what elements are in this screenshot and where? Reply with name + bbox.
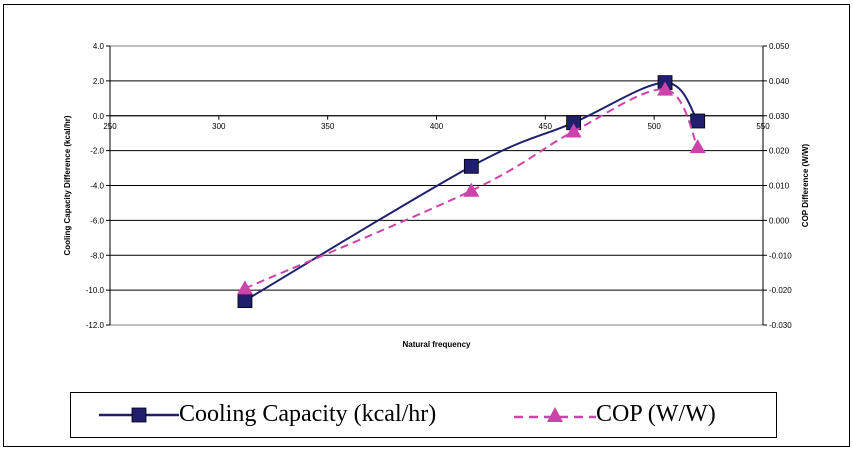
y-tick-label: 2.0: [93, 77, 105, 86]
data-point-cop: [463, 182, 480, 197]
data-point-cooling-capacity: [690, 113, 706, 129]
legend-label-cooling-capacity: Cooling Capacity (kcal/hr): [179, 401, 437, 427]
x-axis-label: Natural frequency: [402, 340, 471, 349]
data-point-cop: [236, 280, 253, 295]
series-group: [236, 75, 706, 308]
y-tick-label: -6.0: [90, 216, 104, 225]
y-tick-label: -4.0: [90, 182, 104, 191]
y-tick-label: -2.0: [90, 147, 104, 156]
y2-tick-label: 0.050: [769, 42, 790, 51]
y2-tick-label: 0.000: [769, 216, 790, 225]
y2-tick-label: -0.030: [769, 321, 792, 330]
y-tick-label: 0.0: [93, 112, 105, 121]
data-point-cop: [657, 81, 674, 96]
legend-label-cop: COP (W/W): [596, 401, 716, 427]
x-tick-label: 500: [647, 122, 661, 131]
y2-tick-label: -0.020: [769, 286, 792, 295]
x-tick-label: 350: [321, 122, 335, 131]
legend-item-cop: COP (W/W): [514, 401, 716, 428]
data-point-cooling-capacity: [237, 293, 253, 308]
y2-tick-label: -0.010: [769, 251, 792, 260]
x-tick-label: 300: [212, 122, 226, 131]
y-tick-label: -8.0: [90, 251, 104, 260]
y-tick-label: 4.0: [93, 42, 105, 51]
y-axis-right: 0.050 0.040 0.030 0.020 0.010 0.000 -0.010 -0.0…: [762, 42, 792, 330]
x-axis: 250 300 350 400 450 500 550: [103, 115, 770, 131]
y2-axis-label: COP Difference (W/W): [801, 143, 810, 227]
y2-tick-label: 0.030: [769, 112, 790, 121]
y-tick-label: -12.0: [86, 321, 105, 330]
legend-item-cooling-capacity: Cooling Capacity (kcal/hr): [99, 401, 436, 428]
data-point-cop: [689, 139, 706, 154]
y2-tick-label: 0.020: [769, 147, 790, 156]
y2-tick-label: 0.040: [769, 77, 790, 86]
legend: Cooling Capacity (kcal/hr) COP (W/W): [70, 392, 777, 438]
legend-swatch-cooling-capacity: [99, 407, 179, 422]
x-tick-label: 400: [430, 122, 444, 131]
y-axis-left: 4.0 2.0 0.0 -2.0 -4.0 -6.0 -8.0 -10.0 -12.0: [86, 42, 111, 330]
data-point-cop: [565, 123, 582, 138]
legend-swatch-cop: [514, 406, 596, 422]
y2-tick-label: 0.010: [769, 182, 790, 191]
y-axis-label: Cooling Capacity Difference (kcal/hr): [63, 115, 72, 255]
x-tick-label: 450: [539, 122, 553, 131]
chart-frame: [3, 4, 850, 447]
y-tick-label: -10.0: [86, 286, 105, 295]
data-point-cooling-capacity: [463, 158, 479, 174]
